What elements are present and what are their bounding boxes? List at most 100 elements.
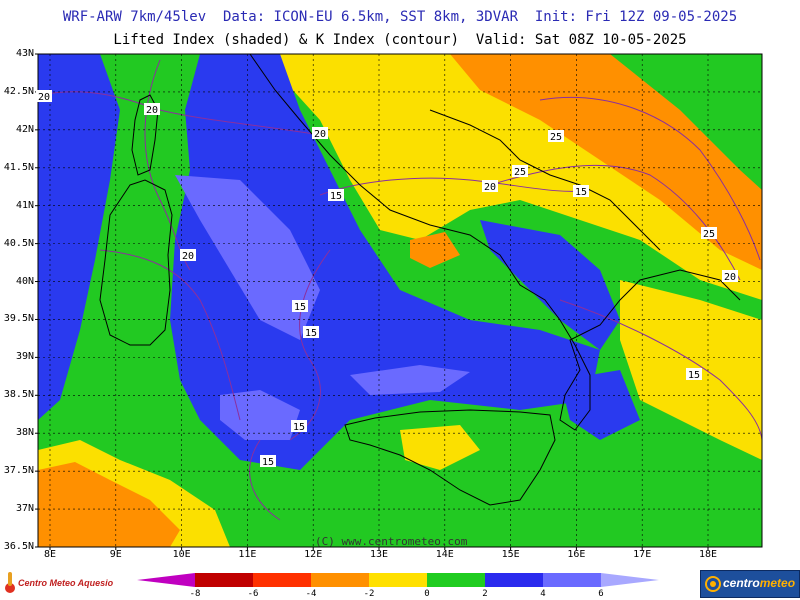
svg-text:15: 15: [262, 457, 274, 468]
colorbar-label: 4: [540, 589, 546, 599]
lat-label: 42N: [15, 123, 34, 135]
colorbar-segment: [485, 573, 543, 587]
blue-region-tyrrhenian: [170, 54, 600, 470]
colorbar-arrow-right: [601, 573, 659, 587]
contour-line: [489, 164, 741, 281]
svg-text:15: 15: [293, 422, 305, 433]
svg-text:25: 25: [703, 229, 715, 240]
logo-right-text-a: centro: [723, 576, 760, 590]
contour-label: 20: [180, 249, 196, 262]
lon-label: 17E: [633, 549, 652, 560]
contour-label: 20: [722, 270, 738, 283]
colorbar-segment: [311, 573, 369, 587]
contour-label-layer: 20 20 20 20 20 20 25 25 25 15 15 15 15 15 15 15: [36, 90, 738, 468]
colorbar: [137, 573, 659, 587]
contour-label: 15: [292, 300, 308, 313]
k-index-contours: [39, 59, 762, 521]
contour-label: 15: [573, 185, 589, 198]
svg-text:25: 25: [550, 132, 562, 143]
lightblue-patch-central: [175, 175, 320, 340]
axis-ticks: [35, 53, 709, 550]
lon-label: 8E: [43, 549, 57, 560]
svg-text:20: 20: [146, 105, 158, 116]
italian-west-coast: [249, 54, 741, 431]
logo-right-text: centrometeo: [723, 576, 795, 590]
lat-label: 39N: [15, 351, 34, 363]
colorbar-segment: [369, 573, 427, 587]
contour-label: 25: [512, 165, 528, 178]
sardinia-coast: [99, 179, 173, 346]
lightblue-patch-east: [350, 365, 470, 395]
contour-line: [289, 249, 331, 441]
lightblue-patch-south: [220, 390, 300, 440]
lon-label: 9E: [109, 549, 122, 560]
svg-text:20: 20: [724, 272, 736, 283]
contour-label: 15: [303, 326, 319, 339]
logo-right-text-b: meteo: [759, 576, 796, 590]
logo-right: centrometeo: [700, 570, 800, 598]
colorbar-label: -8: [189, 589, 201, 599]
shaded-field: [38, 54, 762, 547]
contour-label: 20: [312, 127, 328, 140]
lon-label: 14E: [435, 549, 454, 560]
lon-label: 12E: [304, 549, 323, 560]
colorbar-label: -4: [305, 589, 317, 599]
orange-region-adriatic: [450, 54, 762, 270]
lat-label: 40.5N: [3, 237, 34, 249]
lon-label: 10E: [172, 549, 191, 560]
blue-region-south-italy: [480, 220, 620, 350]
contour-label: 20: [482, 180, 498, 193]
contour-line: [249, 439, 281, 521]
colorbar-label: -6: [247, 589, 259, 599]
colorbar-label: -2: [363, 589, 375, 599]
colorbar-segment: [543, 573, 601, 587]
svg-text:15: 15: [330, 191, 342, 202]
lat-label: 37N: [15, 503, 34, 515]
logo-left: Centro Meteo Aquesio: [2, 568, 132, 600]
orange-patch-campania: [410, 232, 460, 268]
lon-label: 16E: [567, 549, 586, 560]
colorbar-label: 2: [482, 589, 488, 599]
lon-label: 11E: [238, 549, 257, 560]
graticule: [38, 54, 762, 547]
logo-left-text: Centro Meteo Aquesio: [18, 578, 114, 588]
contour-label: 20: [36, 90, 52, 103]
lon-label: 13E: [369, 549, 389, 560]
svg-text:20: 20: [38, 92, 50, 103]
contour-line: [99, 249, 241, 421]
lat-label: 42.5N: [3, 85, 34, 97]
svg-text:25: 25: [514, 167, 526, 178]
contour-label: 25: [701, 227, 717, 240]
contour-label: 15: [686, 368, 702, 381]
yellow-patch-sicily: [400, 425, 480, 470]
lat-label: 37.5N: [3, 465, 34, 477]
contour-label: 15: [260, 455, 276, 468]
lat-label: 38.5N: [3, 389, 34, 401]
contour-label: 20: [144, 103, 160, 116]
colorbar-arrow-left: [137, 573, 195, 587]
lat-label: 40N: [15, 275, 34, 287]
thermometer-icon: [5, 572, 15, 593]
lon-label: 18E: [698, 549, 718, 560]
map-title: WRF-ARW 7km/45lev Data: ICON-EU 6.5km, S…: [62, 9, 738, 25]
copyright-credit: (C) www.centrometeo.com: [315, 535, 468, 548]
contour-label: 25: [548, 130, 564, 143]
svg-text:15: 15: [305, 328, 317, 339]
colorbar-segment: [427, 573, 485, 587]
lon-label: 15E: [501, 549, 520, 560]
blue-region-west: [38, 54, 120, 420]
contour-line: [539, 97, 761, 261]
globe-icon: [705, 576, 721, 592]
colorbar-label: 6: [598, 589, 604, 599]
colorbar-segment: [195, 573, 253, 587]
colorbar-segment: [253, 573, 311, 587]
colorbar-label: 0: [424, 589, 430, 599]
svg-text:20: 20: [314, 129, 326, 140]
svg-text:15: 15: [294, 302, 306, 313]
map-subtitle: Lifted Index (shaded) & K Index (contour…: [113, 32, 687, 48]
map-frame: [37, 53, 763, 548]
orange-region-southwest: [38, 462, 180, 547]
contour-label: 15: [328, 189, 344, 202]
lat-label: 36.5N: [3, 541, 34, 552]
